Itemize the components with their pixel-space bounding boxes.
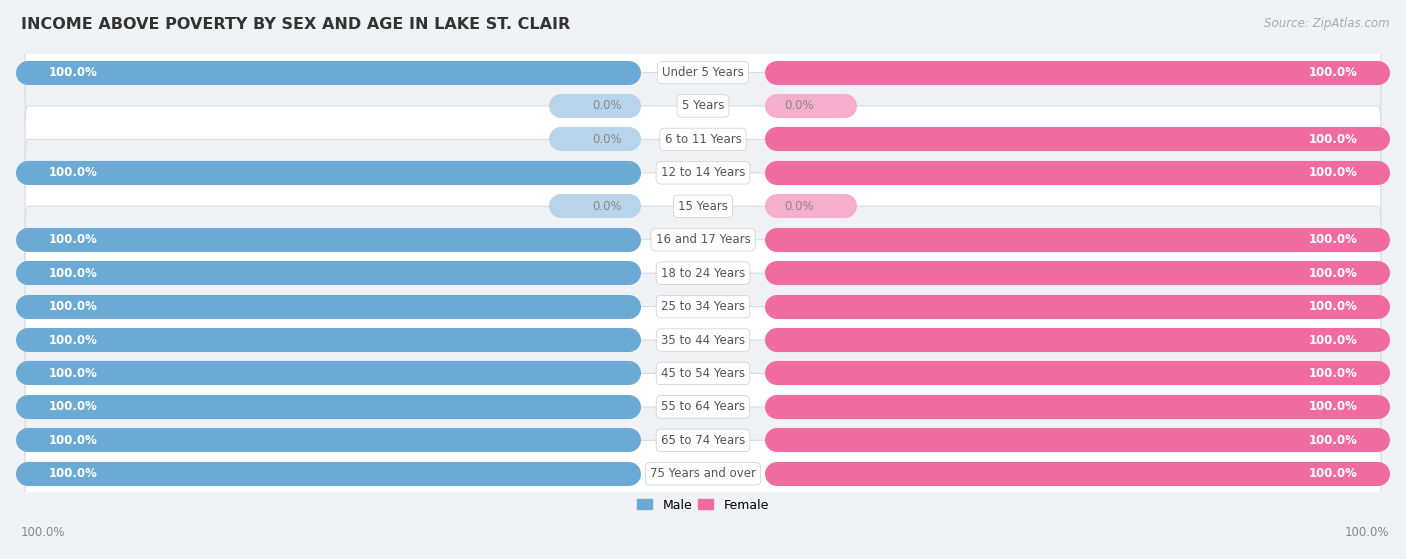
Text: 0.0%: 0.0%: [785, 200, 814, 213]
FancyBboxPatch shape: [25, 407, 1381, 474]
Text: 55 to 64 Years: 55 to 64 Years: [661, 400, 745, 414]
Text: 100.0%: 100.0%: [1309, 300, 1357, 313]
Text: 100.0%: 100.0%: [49, 300, 97, 313]
FancyBboxPatch shape: [25, 273, 1381, 340]
FancyBboxPatch shape: [25, 39, 1381, 106]
Text: 100.0%: 100.0%: [49, 267, 97, 280]
Text: 0.0%: 0.0%: [785, 100, 814, 112]
Text: 100.0%: 100.0%: [1309, 334, 1357, 347]
Text: 100.0%: 100.0%: [21, 527, 66, 539]
Text: Under 5 Years: Under 5 Years: [662, 66, 744, 79]
FancyBboxPatch shape: [25, 340, 1381, 407]
Text: 6 to 11 Years: 6 to 11 Years: [665, 133, 741, 146]
Text: 65 to 74 Years: 65 to 74 Years: [661, 434, 745, 447]
Text: 35 to 44 Years: 35 to 44 Years: [661, 334, 745, 347]
Text: 100.0%: 100.0%: [1309, 434, 1357, 447]
FancyBboxPatch shape: [25, 173, 1381, 240]
Text: 100.0%: 100.0%: [1309, 167, 1357, 179]
Text: 100.0%: 100.0%: [49, 367, 97, 380]
FancyBboxPatch shape: [25, 73, 1381, 139]
Text: 0.0%: 0.0%: [592, 100, 621, 112]
FancyBboxPatch shape: [25, 306, 1381, 373]
Text: 25 to 34 Years: 25 to 34 Years: [661, 300, 745, 313]
FancyBboxPatch shape: [25, 440, 1381, 507]
Text: 100.0%: 100.0%: [49, 233, 97, 246]
Text: 0.0%: 0.0%: [592, 200, 621, 213]
FancyBboxPatch shape: [25, 240, 1381, 306]
Text: 5 Years: 5 Years: [682, 100, 724, 112]
Text: INCOME ABOVE POVERTY BY SEX AND AGE IN LAKE ST. CLAIR: INCOME ABOVE POVERTY BY SEX AND AGE IN L…: [21, 17, 571, 32]
Text: 45 to 54 Years: 45 to 54 Years: [661, 367, 745, 380]
Text: 15 Years: 15 Years: [678, 200, 728, 213]
Text: 100.0%: 100.0%: [49, 66, 97, 79]
Text: 100.0%: 100.0%: [49, 400, 97, 414]
Text: 100.0%: 100.0%: [49, 434, 97, 447]
Text: 18 to 24 Years: 18 to 24 Years: [661, 267, 745, 280]
Text: 75 Years and over: 75 Years and over: [650, 467, 756, 480]
Text: 100.0%: 100.0%: [1309, 233, 1357, 246]
FancyBboxPatch shape: [25, 373, 1381, 440]
Text: 0.0%: 0.0%: [592, 133, 621, 146]
FancyBboxPatch shape: [25, 139, 1381, 206]
Legend: Male, Female: Male, Female: [633, 494, 773, 517]
Text: Source: ZipAtlas.com: Source: ZipAtlas.com: [1264, 17, 1389, 30]
Text: 100.0%: 100.0%: [49, 167, 97, 179]
Text: 100.0%: 100.0%: [49, 334, 97, 347]
Text: 100.0%: 100.0%: [1309, 267, 1357, 280]
FancyBboxPatch shape: [25, 106, 1381, 173]
Text: 100.0%: 100.0%: [1344, 527, 1389, 539]
Text: 100.0%: 100.0%: [1309, 66, 1357, 79]
Text: 12 to 14 Years: 12 to 14 Years: [661, 167, 745, 179]
FancyBboxPatch shape: [25, 206, 1381, 273]
Text: 100.0%: 100.0%: [1309, 467, 1357, 480]
Text: 100.0%: 100.0%: [1309, 133, 1357, 146]
Text: 100.0%: 100.0%: [49, 467, 97, 480]
Text: 100.0%: 100.0%: [1309, 400, 1357, 414]
Text: 100.0%: 100.0%: [1309, 367, 1357, 380]
Text: 16 and 17 Years: 16 and 17 Years: [655, 233, 751, 246]
